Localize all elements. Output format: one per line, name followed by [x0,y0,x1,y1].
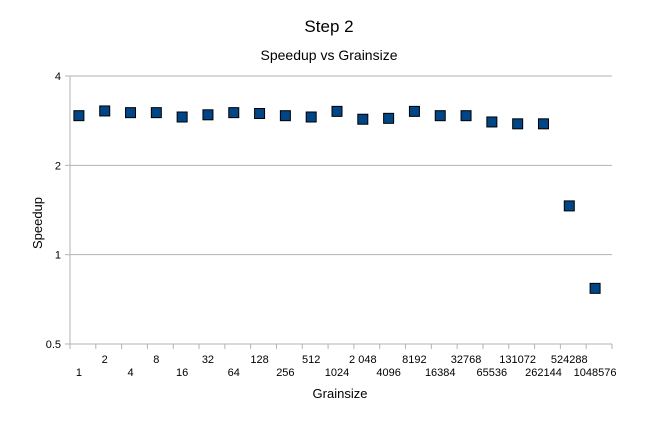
data-point [512,118,524,130]
data-point [408,105,420,117]
x-tick-label: 8192 [402,354,426,366]
x-tick-label: 131072 [499,354,536,366]
x-tick-label: 4096 [376,367,400,379]
x-axis-label: Grainsize [313,386,368,401]
data-point [460,110,472,122]
data-point [150,107,162,119]
x-tick-label: 16384 [425,367,456,379]
x-tick-label: 256 [276,367,294,379]
data-point [202,109,214,121]
x-tick-label: 65536 [477,367,508,379]
data-point [563,200,575,212]
y-tick-labels: 0.5 1 2 4 [46,71,61,351]
data-point [434,110,446,122]
y-tick-label: 0.5 [46,339,61,351]
data-point [589,282,601,294]
x-tick-label: 262144 [525,367,562,379]
data-point [331,105,343,117]
chart-title: Step 2 [304,17,353,36]
x-tick-label: 64 [228,367,240,379]
x-tick-label: 2 [102,354,108,366]
x-tick-label: 524288 [551,354,588,366]
data-point [357,113,369,125]
x-tick-label: 4 [127,367,133,379]
x-tick-label: 128 [250,354,268,366]
data-point [125,107,137,119]
data-point [279,110,291,122]
data-point [73,110,85,122]
data-point [537,118,549,130]
y-tick-label: 4 [55,71,61,83]
chart-subtitle: Speedup vs Grainsize [261,47,398,63]
x-tick-label: 1 [76,367,82,379]
data-point [486,116,498,128]
x-tick-label: 32768 [451,354,482,366]
x-tick-label: 16 [176,367,188,379]
x-tick-label: 2 048 [349,354,377,366]
data-point [305,111,317,123]
x-tick-label: 1048576 [574,367,617,379]
y-tick-label: 1 [55,250,61,262]
data-point [176,111,188,123]
y-axis-label: Speedup [30,197,45,249]
x-tick-label: 32 [202,354,214,366]
data-point [99,105,111,117]
data-points [73,105,601,294]
data-point [228,107,240,119]
x-tick-label: 1024 [325,367,349,379]
y-tick-label: 2 [55,160,61,172]
data-point [383,112,395,124]
x-tick-label: 8 [153,354,159,366]
axes [65,75,613,349]
data-point [254,108,266,120]
x-tick-label: 512 [302,354,320,366]
